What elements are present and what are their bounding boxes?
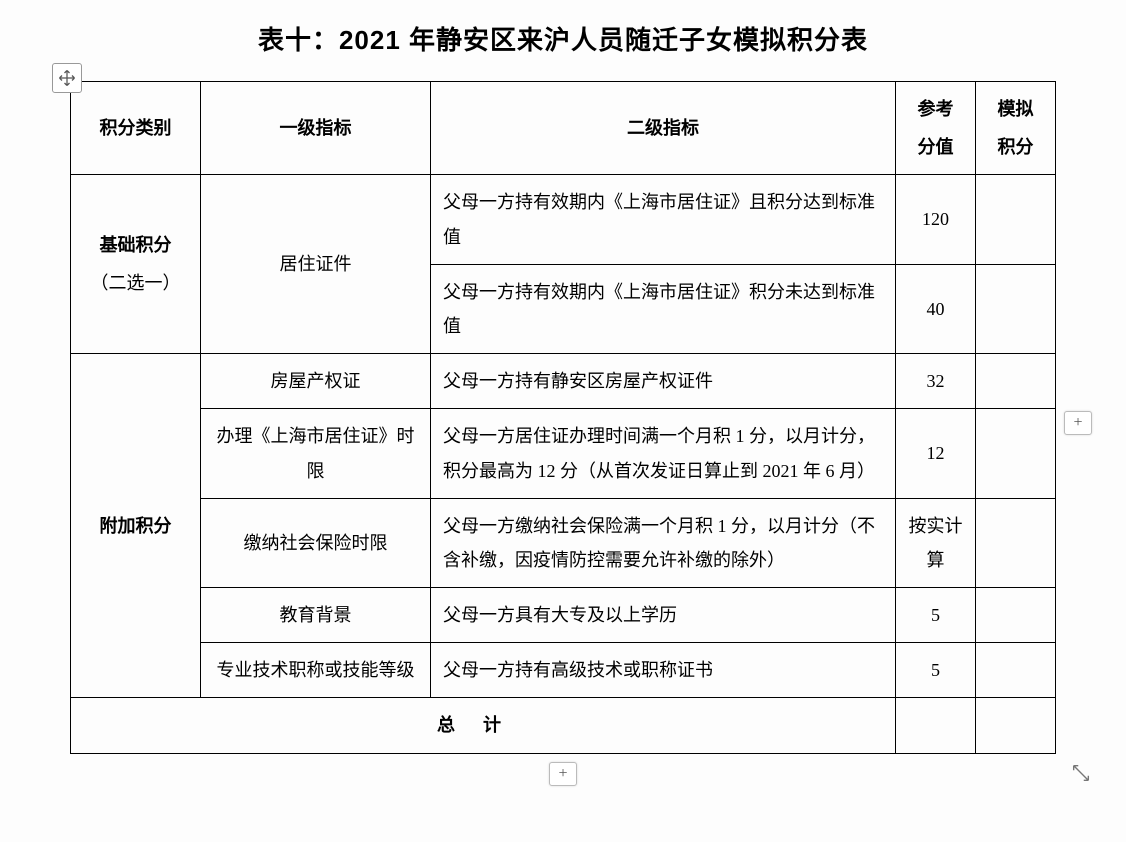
cell-level2: 父母一方具有大专及以上学历 xyxy=(431,588,896,643)
cell-level2: 父母一方居住证办理时间满一个月积 1 分，以月计分，积分最高为 12 分（从首次… xyxy=(431,409,896,498)
cell-level1: 办理《上海市居住证》时限 xyxy=(201,409,431,498)
table-row: 办理《上海市居住证》时限 父母一方居住证办理时间满一个月积 1 分，以月计分，积… xyxy=(71,409,1056,498)
cell-sim[interactable] xyxy=(976,264,1056,353)
cell-level2: 父母一方缴纳社会保险满一个月积 1 分，以月计分（不含补缴，因疫情防控需要允许补… xyxy=(431,498,896,587)
cell-score: 5 xyxy=(896,588,976,643)
header-category: 积分类别 xyxy=(71,82,201,175)
cell-sim[interactable] xyxy=(976,409,1056,498)
cell-total-label: 总计 xyxy=(71,698,896,753)
cell-level1: 缴纳社会保险时限 xyxy=(201,498,431,587)
cell-category: 基础积分 （二选一） xyxy=(71,175,201,354)
cell-sim[interactable] xyxy=(976,175,1056,264)
cell-level1: 房屋产权证 xyxy=(201,354,431,409)
cell-sim[interactable] xyxy=(976,588,1056,643)
cell-level2: 父母一方持有效期内《上海市居住证》积分未达到标准值 xyxy=(431,264,896,353)
cell-level2: 父母一方持有效期内《上海市居住证》且积分达到标准值 xyxy=(431,175,896,264)
move-handle-icon[interactable] xyxy=(52,63,82,93)
cell-level1: 专业技术职称或技能等级 xyxy=(201,643,431,698)
cell-level1: 居住证件 xyxy=(201,175,431,354)
cell-level2: 父母一方持有高级技术或职称证书 xyxy=(431,643,896,698)
cell-score: 120 xyxy=(896,175,976,264)
table-row: 教育背景 父母一方具有大专及以上学历 5 xyxy=(71,588,1056,643)
cell-score: 按实计算 xyxy=(896,498,976,587)
header-level1: 一级指标 xyxy=(201,82,431,175)
cell-total-sim[interactable] xyxy=(976,698,1056,753)
cell-sim[interactable] xyxy=(976,498,1056,587)
score-table: 积分类别 一级指标 二级指标 参考 分值 模拟 积分 xyxy=(70,81,1056,754)
add-column-button[interactable]: + xyxy=(1064,411,1092,435)
cell-score: 40 xyxy=(896,264,976,353)
table-row: 专业技术职称或技能等级 父母一方持有高级技术或职称证书 5 xyxy=(71,643,1056,698)
page-title: 表十：2021 年静安区来沪人员随迁子女模拟积分表 xyxy=(60,20,1066,57)
cell-score: 5 xyxy=(896,643,976,698)
cell-score: 32 xyxy=(896,354,976,409)
header-level2: 二级指标 xyxy=(431,82,896,175)
table-row: 缴纳社会保险时限 父母一方缴纳社会保险满一个月积 1 分，以月计分（不含补缴，因… xyxy=(71,498,1056,587)
table-row: 基础积分 （二选一） 居住证件 父母一方持有效期内《上海市居住证》且积分达到标准… xyxy=(71,175,1056,264)
header-simscore: 模拟 积分 xyxy=(976,82,1056,175)
table-row: 附加积分 房屋产权证 父母一方持有静安区房屋产权证件 32 xyxy=(71,354,1056,409)
table-container: 积分类别 一级指标 二级指标 参考 分值 模拟 积分 xyxy=(70,81,1056,754)
total-row: 总计 xyxy=(71,698,1056,753)
add-row-button[interactable]: + xyxy=(549,762,577,786)
cell-score: 12 xyxy=(896,409,976,498)
cell-total-score xyxy=(896,698,976,753)
cell-level1: 教育背景 xyxy=(201,588,431,643)
cell-sim[interactable] xyxy=(976,643,1056,698)
cell-sim[interactable] xyxy=(976,354,1056,409)
header-refscore: 参考 分值 xyxy=(896,82,976,175)
resize-handle-icon[interactable] xyxy=(1070,762,1092,784)
cell-category: 附加积分 xyxy=(71,354,201,698)
header-row: 积分类别 一级指标 二级指标 参考 分值 模拟 积分 xyxy=(71,82,1056,175)
cell-level2: 父母一方持有静安区房屋产权证件 xyxy=(431,354,896,409)
